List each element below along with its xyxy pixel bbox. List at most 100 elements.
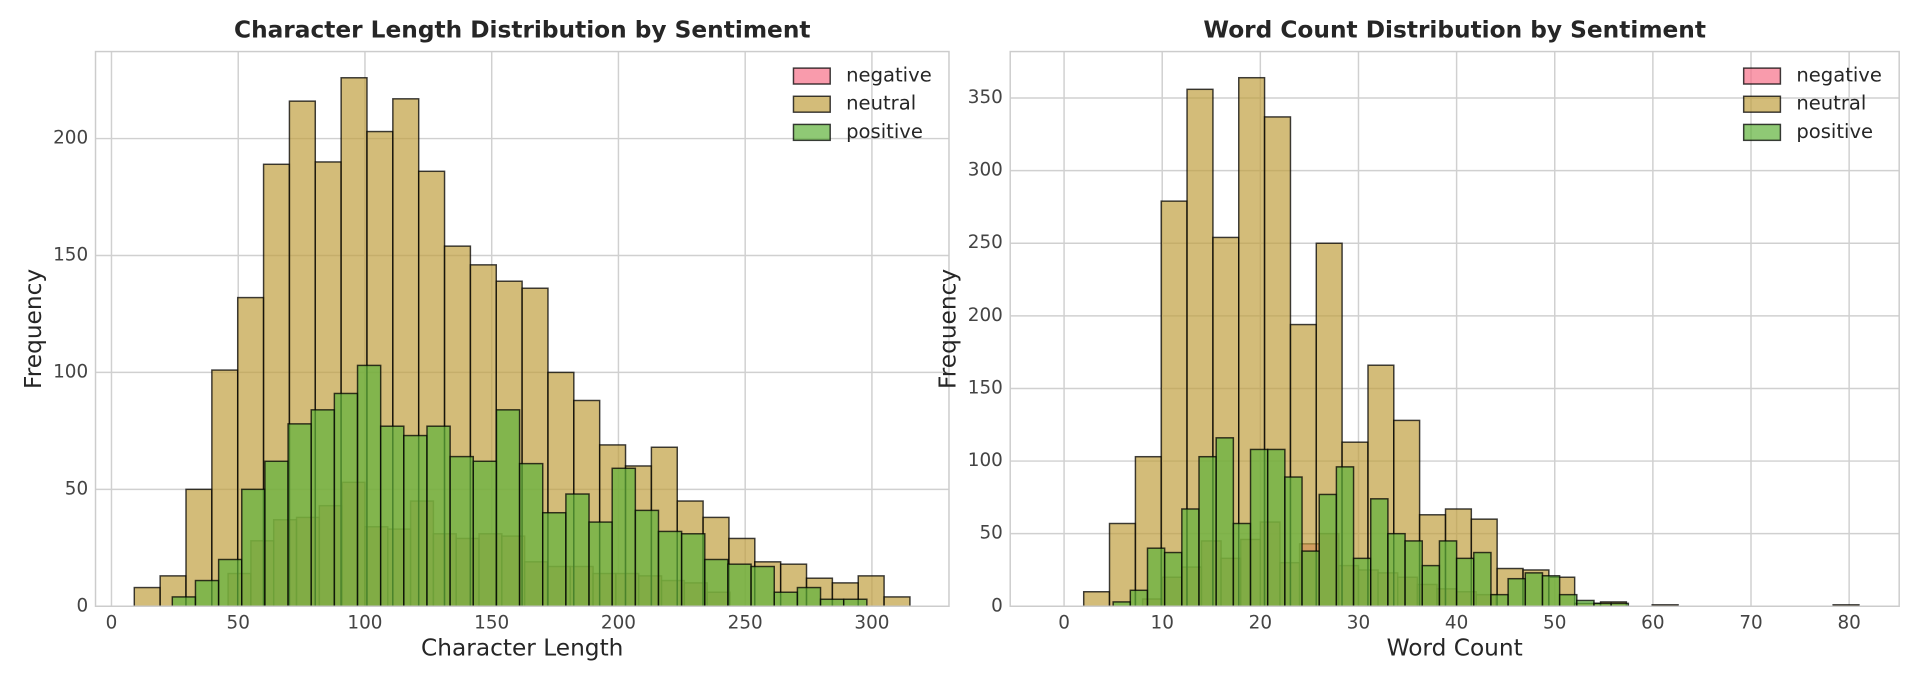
bar [1249, 448, 1269, 607]
panel: 0 10 20 30 40 50 60 70 80 0 50 100 150 200 250 300 350 Wo… [934, 16, 1900, 662]
y-tick-label: 200 [968, 305, 1003, 326]
plot-frame [1009, 50, 1900, 607]
x-axis-label: Word Count [1387, 635, 1523, 662]
bar [1387, 532, 1406, 608]
bar [333, 392, 359, 608]
bar [1524, 572, 1544, 607]
bar [842, 598, 868, 608]
bar [264, 460, 289, 608]
legend-label: negative [846, 64, 932, 87]
bar [1335, 466, 1355, 608]
bar [472, 460, 498, 608]
y-axis-label: Frequency [934, 269, 961, 389]
bar [1541, 575, 1561, 608]
bar [796, 586, 822, 607]
bar [495, 409, 521, 607]
chart-title: Word Count Distribution by Sentiment [1203, 16, 1706, 43]
y-tick-label: 250 [968, 232, 1003, 253]
chart-title: Character Length Distribution by Sentime… [234, 16, 810, 43]
bar [1301, 550, 1320, 607]
y-tick-label: 100 [53, 361, 88, 382]
bar [1215, 437, 1235, 607]
y-tick-label: 300 [968, 160, 1003, 181]
legend-swatch [792, 123, 831, 142]
bar [1232, 522, 1252, 607]
x-tick-label: 60 [1641, 612, 1664, 633]
bar [1490, 593, 1509, 608]
bar [541, 511, 567, 607]
bar [611, 467, 637, 607]
y-tick-label: 100 [968, 450, 1003, 471]
bar [1284, 476, 1303, 608]
x-tick-label: 300 [854, 612, 889, 633]
bar [819, 598, 845, 608]
bar [883, 596, 911, 607]
bar [379, 425, 405, 607]
bar [1558, 593, 1578, 608]
y-axis-label: Frequency [20, 269, 47, 389]
x-tick-label: 70 [1739, 612, 1762, 633]
bar [133, 586, 161, 607]
legend-label: positive [1796, 120, 1873, 143]
bar [773, 591, 799, 608]
bar [1576, 599, 1595, 607]
bar [1266, 448, 1286, 607]
x-tick-label: 80 [1837, 612, 1860, 633]
bar [1082, 591, 1111, 607]
bar [750, 565, 775, 607]
x-tick-label: 200 [601, 612, 636, 633]
x-tick-label: 0 [1058, 612, 1070, 633]
bar [217, 558, 243, 607]
bar [1181, 508, 1200, 607]
bar [310, 409, 336, 607]
bar [1455, 557, 1475, 607]
y-tick-label: 0 [76, 595, 88, 616]
bar [1318, 493, 1338, 607]
y-tick-label: 350 [968, 87, 1003, 108]
bar [171, 596, 197, 607]
legend-swatch [1742, 95, 1782, 113]
x-tick-label: 250 [728, 612, 763, 633]
legend-label: positive [846, 120, 923, 143]
legend-label: neutral [1796, 92, 1866, 115]
bar [1163, 551, 1183, 608]
bar [565, 493, 590, 608]
bar [1473, 551, 1492, 608]
x-tick-label: 20 [1249, 612, 1272, 633]
legend-swatch [792, 95, 831, 113]
bar [194, 579, 220, 607]
bar [1129, 589, 1149, 608]
legend-swatch [1742, 123, 1782, 142]
bar [1438, 540, 1458, 608]
panel: 0 50 100 150 200 250 300050100150200Character … [20, 16, 950, 662]
x-tick-label: 50 [1543, 612, 1566, 633]
bar [634, 509, 660, 607]
x-axis-label: Character Length [421, 635, 623, 662]
bar [426, 425, 451, 607]
y-tick-label: 50 [65, 478, 88, 499]
legend-swatch [792, 67, 831, 85]
y-tick-label: 150 [968, 377, 1003, 398]
legend-label: neutral [846, 92, 916, 115]
legend-swatch [1742, 67, 1782, 85]
y-tick-label: 50 [979, 523, 1002, 544]
bar [1404, 540, 1423, 608]
bar [588, 521, 613, 607]
bar [657, 530, 683, 608]
x-tick-label: 10 [1151, 612, 1174, 633]
x-tick-label: 50 [227, 612, 250, 633]
x-tick-label: 100 [347, 612, 382, 633]
x-tick-label: 0 [106, 612, 118, 633]
bar [1198, 455, 1217, 607]
bar [241, 488, 266, 607]
bar [1370, 498, 1389, 607]
bar [1352, 557, 1372, 607]
plot-frame [94, 50, 950, 607]
bar [704, 558, 729, 607]
x-tick-label: 30 [1347, 612, 1370, 633]
bar [518, 462, 544, 608]
bar [1507, 577, 1527, 608]
bar [449, 455, 475, 607]
y-tick-label: 200 [53, 128, 88, 149]
